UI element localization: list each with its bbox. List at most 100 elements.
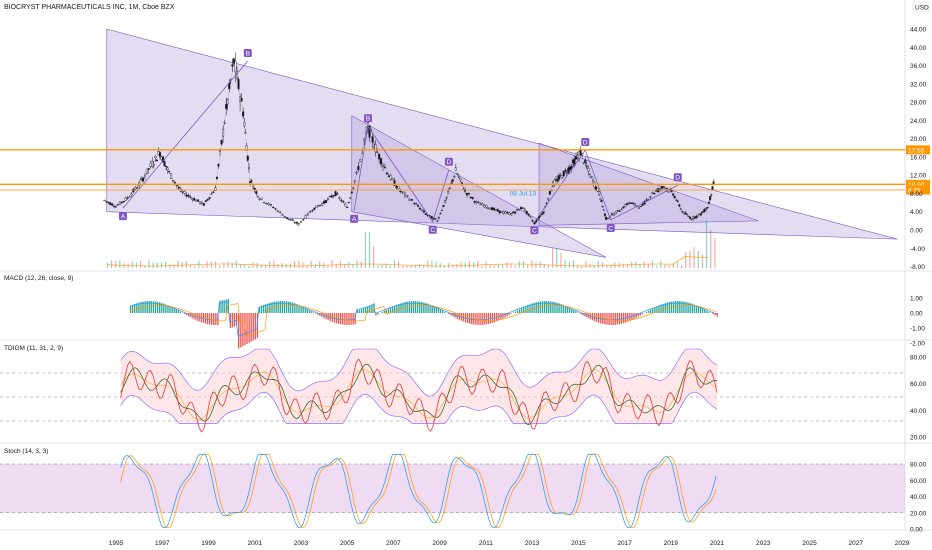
candle-body xyxy=(212,191,215,193)
inner-triangle-pattern-2005[interactable] xyxy=(351,115,607,258)
candle-body xyxy=(565,172,568,174)
time-tick-label: 1997 xyxy=(155,540,170,547)
candle-body xyxy=(603,213,606,216)
candle-body xyxy=(173,182,176,184)
pattern-point-label: D xyxy=(583,139,588,146)
volume-bar xyxy=(547,264,550,268)
candle-body xyxy=(687,216,690,218)
candle-body xyxy=(336,193,339,195)
candle-body xyxy=(109,202,112,205)
candle-body xyxy=(457,176,460,178)
macd-histogram-bar xyxy=(664,303,666,313)
candle-body xyxy=(498,210,501,214)
candle-body xyxy=(653,192,656,194)
candle-body xyxy=(309,211,312,213)
candle-body xyxy=(451,179,454,182)
pattern-point-label: D xyxy=(447,159,452,166)
candle-body xyxy=(706,207,709,209)
axes: 44.00 40.00 36.00 32.00 28.00 24.00 20.00 16.00… xyxy=(109,27,927,548)
macd-histogram-bar xyxy=(223,300,225,313)
pattern-point-marker[interactable] xyxy=(350,214,359,223)
macd-histogram-bar xyxy=(521,308,523,313)
pattern-point-marker[interactable] xyxy=(673,173,682,182)
pattern-point-marker[interactable] xyxy=(444,157,453,166)
outer-triangle-pattern[interactable] xyxy=(106,28,898,240)
pattern-point-marker[interactable] xyxy=(243,48,252,57)
volume-bar xyxy=(606,264,608,268)
volume-bar xyxy=(551,248,554,268)
candle-body xyxy=(353,180,356,182)
macd-histogram-bar xyxy=(287,301,290,313)
pattern-point-marker[interactable] xyxy=(606,223,615,232)
candle-body xyxy=(246,155,249,161)
stoch-pane[interactable] xyxy=(0,453,905,528)
candle-body xyxy=(210,193,213,195)
macd-histogram-bar xyxy=(487,313,490,325)
candle-body xyxy=(605,217,608,220)
candle-body xyxy=(494,209,497,211)
pattern-point-marker[interactable] xyxy=(581,138,590,147)
candle-body xyxy=(247,166,250,170)
candle-body xyxy=(242,111,245,117)
volume-bar xyxy=(156,262,158,268)
volume-bar xyxy=(622,263,624,268)
candle-body xyxy=(349,197,352,199)
tdi-tick-label: 60.00 xyxy=(910,381,927,388)
macd-histogram-bar xyxy=(558,303,560,313)
candle-body xyxy=(172,179,175,182)
pattern-line-ab-1[interactable] xyxy=(122,60,249,209)
macd-histogram-bar xyxy=(136,303,138,313)
candle-body xyxy=(556,178,559,182)
macd-histogram-bar xyxy=(433,306,435,313)
volume-bar xyxy=(414,264,416,268)
candle-body xyxy=(444,200,447,203)
volume-bar xyxy=(106,263,108,268)
candle-body xyxy=(223,122,226,124)
main-pane[interactable]: A B A B C D C D C D 08 Jul 13 17.55 10.008.75 xyxy=(0,28,930,268)
volume-bar xyxy=(123,263,125,268)
macd-pane[interactable] xyxy=(129,298,718,349)
pattern-point-marker[interactable] xyxy=(428,225,437,234)
macd-histogram-bar xyxy=(306,308,309,313)
macd-histogram-bar xyxy=(464,313,467,323)
macd-histogram-bar xyxy=(319,313,321,316)
volume-bar xyxy=(131,261,133,268)
macd-histogram-bar xyxy=(606,313,608,325)
volume-bar xyxy=(556,248,558,268)
candle-body xyxy=(214,187,217,191)
pattern-line-abcd-2[interactable] xyxy=(353,125,450,223)
macd-histogram-bar xyxy=(362,308,365,313)
macd-tick-label: 0.00 xyxy=(910,311,923,318)
macd-histogram-bar xyxy=(469,313,471,324)
time-tick-label: 2013 xyxy=(525,540,540,547)
macd-histogram-bar xyxy=(156,301,159,313)
macd-histogram-bar xyxy=(402,302,404,313)
tdi-signal-line xyxy=(120,363,718,425)
macd-histogram-bar xyxy=(215,313,217,325)
volume-bar xyxy=(210,262,212,268)
candle-body xyxy=(114,206,117,208)
candle-body xyxy=(477,201,480,203)
time-tick-label: 2005 xyxy=(340,540,355,547)
candle-body xyxy=(391,178,394,180)
candle-body xyxy=(558,175,561,180)
macd-histogram-bar xyxy=(381,312,383,313)
pattern-point-marker[interactable] xyxy=(530,226,539,235)
pattern-point-marker[interactable] xyxy=(363,114,372,123)
volume-bar xyxy=(631,261,633,268)
macd-histogram-bar xyxy=(221,300,223,313)
candle-body xyxy=(417,205,420,207)
macd-histogram-bar xyxy=(367,306,369,313)
tdi-lower-band xyxy=(120,391,718,424)
macd-histogram-bar xyxy=(450,313,452,316)
tdi-pane[interactable] xyxy=(0,348,905,433)
volume-bar xyxy=(381,263,383,268)
macd-histogram-bar xyxy=(502,313,504,319)
currency-badge[interactable] xyxy=(912,1,930,13)
volume-bar xyxy=(576,264,579,268)
candle-body xyxy=(518,208,521,211)
macd-histogram-bar xyxy=(312,312,315,313)
candle-body xyxy=(152,164,155,166)
macd-histogram-bar xyxy=(510,313,512,314)
pattern-point-marker[interactable] xyxy=(118,212,127,221)
